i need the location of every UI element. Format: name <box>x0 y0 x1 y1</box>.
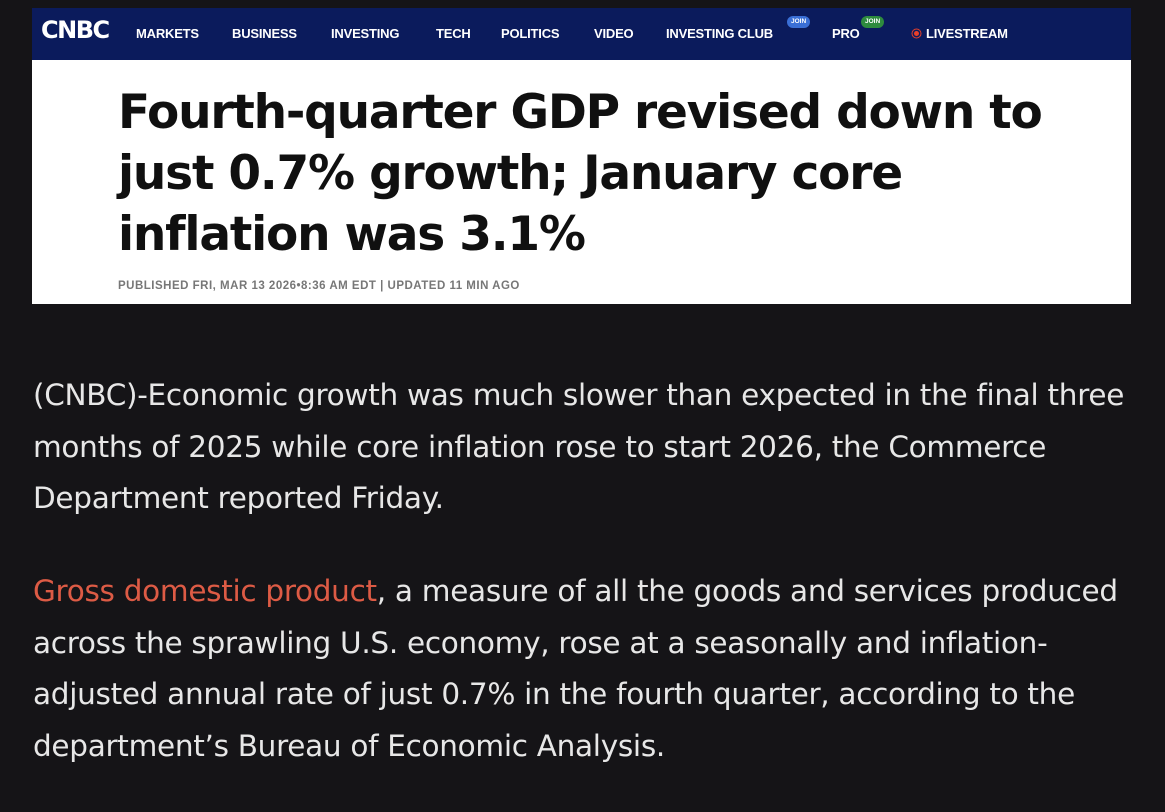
body-paragraph-2-text: , a measure of all the goods and service… <box>33 574 1118 763</box>
nav-item-business[interactable]: BUSINESS <box>232 26 297 41</box>
nav-item-video[interactable]: VIDEO <box>594 26 634 41</box>
nav-item-livestream[interactable]: LIVESTREAM <box>926 26 1008 41</box>
pro-join-badge[interactable]: JOIN <box>861 16 885 28</box>
nav-item-pro[interactable]: PRO <box>832 26 860 41</box>
nav-item-investing-club[interactable]: INVESTING CLUB <box>666 26 773 41</box>
investing-club-join-badge[interactable]: JOIN <box>787 16 811 28</box>
nav-item-politics[interactable]: POLITICS <box>501 26 560 41</box>
nav-item-markets[interactable]: MARKETS <box>136 26 199 41</box>
body-paragraph-2: Gross domestic product, a measure of all… <box>33 566 1133 772</box>
live-dot-icon <box>914 31 919 36</box>
cnbc-logo[interactable]: CNBC <box>41 16 110 44</box>
article-header-card: CNBC MARKETS BUSINESS INVESTING TECH POL… <box>32 8 1131 304</box>
article-headline: Fourth-quarter GDP revised down to just … <box>118 85 1043 262</box>
body-paragraph-1: (CNBC)-Economic growth was much slower t… <box>33 378 1125 515</box>
gdp-link[interactable]: Gross domestic product <box>33 574 377 608</box>
top-nav-bar: CNBC MARKETS BUSINESS INVESTING TECH POL… <box>32 8 1131 60</box>
article-published-meta: PUBLISHED FRI, MAR 13 2026•8:36 AM EDT |… <box>118 280 520 292</box>
nav-item-investing[interactable]: INVESTING <box>331 26 400 41</box>
nav-item-tech[interactable]: TECH <box>436 26 471 41</box>
